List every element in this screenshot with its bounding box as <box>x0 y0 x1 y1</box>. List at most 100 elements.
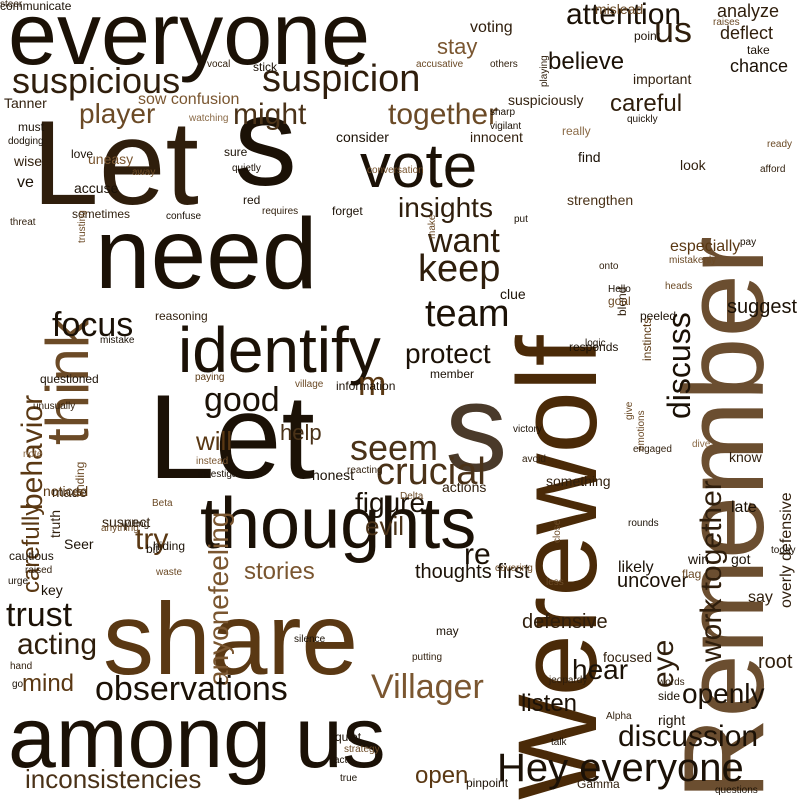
cloud-word: seem <box>350 427 439 468</box>
cloud-word: late <box>731 499 757 516</box>
cloud-word: crucial <box>376 451 486 493</box>
cloud-word: instincts <box>640 317 654 361</box>
cloud-word: information <box>336 379 396 393</box>
cloud-word: note <box>23 449 43 460</box>
cloud-word: questioned <box>40 372 99 386</box>
cloud-word: say <box>748 589 773 606</box>
cloud-word: us <box>654 9 693 50</box>
cloud-word: strategy <box>344 744 380 755</box>
cloud-word: suspicious <box>12 60 181 101</box>
cloud-word: suggest <box>727 296 798 318</box>
cloud-word: mind <box>22 670 75 697</box>
cloud-word: among us <box>8 690 386 786</box>
cloud-word: instead <box>196 456 229 467</box>
cloud-word: sharp <box>490 107 516 118</box>
cloud-word: willing <box>122 519 150 530</box>
cloud-word: words <box>658 677 685 688</box>
cloud-word: Seer <box>64 536 94 552</box>
cloud-word: identify <box>178 314 381 386</box>
cloud-word: accuse <box>74 180 119 196</box>
cloud-word: uncover <box>617 570 689 592</box>
cloud-word: Hello <box>608 284 631 295</box>
cloud-word: m <box>358 365 387 403</box>
cloud-word: unusually <box>33 401 76 412</box>
cloud-word: heads <box>665 281 693 292</box>
cloud-word: go <box>12 679 24 690</box>
cloud-word: covering <box>495 563 533 574</box>
cloud-word: ready <box>767 139 793 150</box>
cloud-word: Hey everyone <box>497 746 744 790</box>
cloud-word: got <box>731 551 751 567</box>
cloud-word: something <box>546 473 611 489</box>
cloud-word: clue <box>500 286 526 302</box>
cloud-word: find <box>578 149 601 165</box>
cloud-word: true <box>340 773 358 784</box>
cloud-word: discuss <box>661 312 697 419</box>
cloud-word: attention <box>566 0 682 31</box>
cloud-word: mislead <box>595 1 644 17</box>
cloud-word: communicate <box>0 0 72 13</box>
cloud-word: suspect <box>102 514 151 530</box>
cloud-word: questions <box>715 785 758 796</box>
cloud-word: love <box>71 147 94 161</box>
cloud-word: dive <box>692 439 711 450</box>
cloud-word: evil <box>365 511 405 541</box>
cloud-word: root <box>758 651 793 673</box>
cloud-word: likely <box>618 559 654 576</box>
cloud-word: analyze <box>717 1 780 21</box>
cloud-word: playing <box>539 55 550 87</box>
cloud-word: keep <box>418 248 501 290</box>
cloud-word: mistake <box>100 335 135 346</box>
cloud-word: hear <box>572 654 629 685</box>
cloud-word: Delta <box>400 491 424 502</box>
cloud-word: trust <box>6 596 73 634</box>
cloud-word: insights <box>398 192 493 223</box>
cloud-word: thoughts <box>200 484 477 564</box>
cloud-word: suspicion <box>262 58 421 100</box>
cloud-word: reasoning <box>155 309 208 323</box>
cloud-word: strengthen <box>567 192 634 208</box>
cloud-word: Villager <box>371 668 484 706</box>
cloud-word: want <box>428 222 500 260</box>
cloud-word: stick <box>253 60 277 74</box>
cloud-word: anything <box>101 523 139 534</box>
cloud-word: confuse <box>166 211 202 222</box>
cloud-word: together <box>388 98 499 131</box>
cloud-word: mistakenly <box>669 255 717 266</box>
cloud-word: point <box>634 29 661 43</box>
cloud-word: key <box>41 582 63 598</box>
cloud-word: everyone <box>8 0 371 83</box>
cloud-word: engaged <box>633 444 672 455</box>
cloud-word: really <box>562 124 591 138</box>
cloud-word: Beta <box>152 498 173 509</box>
cloud-word: re <box>464 538 491 571</box>
cloud-word: sure <box>224 145 248 159</box>
cloud-word: urge <box>8 576 29 587</box>
cloud-word: player <box>79 98 156 129</box>
cloud-word: truth <box>47 509 63 538</box>
cloud-word: right <box>658 712 686 728</box>
cloud-word: make <box>427 214 438 239</box>
cloud-word: thoughts first <box>415 561 530 583</box>
cloud-word: pinpoint <box>466 776 509 790</box>
cloud-word: protect <box>405 338 491 369</box>
cloud-word: know <box>729 449 762 465</box>
cloud-word: put <box>514 214 528 225</box>
cloud-word: rounds <box>628 518 659 529</box>
cloud-word: paying <box>195 372 225 383</box>
cloud-word: help <box>280 420 322 445</box>
cloud-word: side <box>658 689 681 703</box>
cloud-word: goal <box>608 294 631 308</box>
cloud-word: stories <box>244 558 315 585</box>
cloud-word: away <box>132 167 156 178</box>
cloud-word: pay <box>740 237 757 248</box>
cloud-word: Let <box>148 370 315 504</box>
cloud-word: today <box>771 545 796 556</box>
cloud-word: accusative <box>416 59 464 70</box>
cloud-word: uneasy <box>88 151 134 167</box>
cloud-word: stay <box>437 34 478 59</box>
cloud-word: look <box>680 157 706 173</box>
cloud-word: acting <box>17 628 98 661</box>
cloud-word: discussion <box>618 720 759 753</box>
